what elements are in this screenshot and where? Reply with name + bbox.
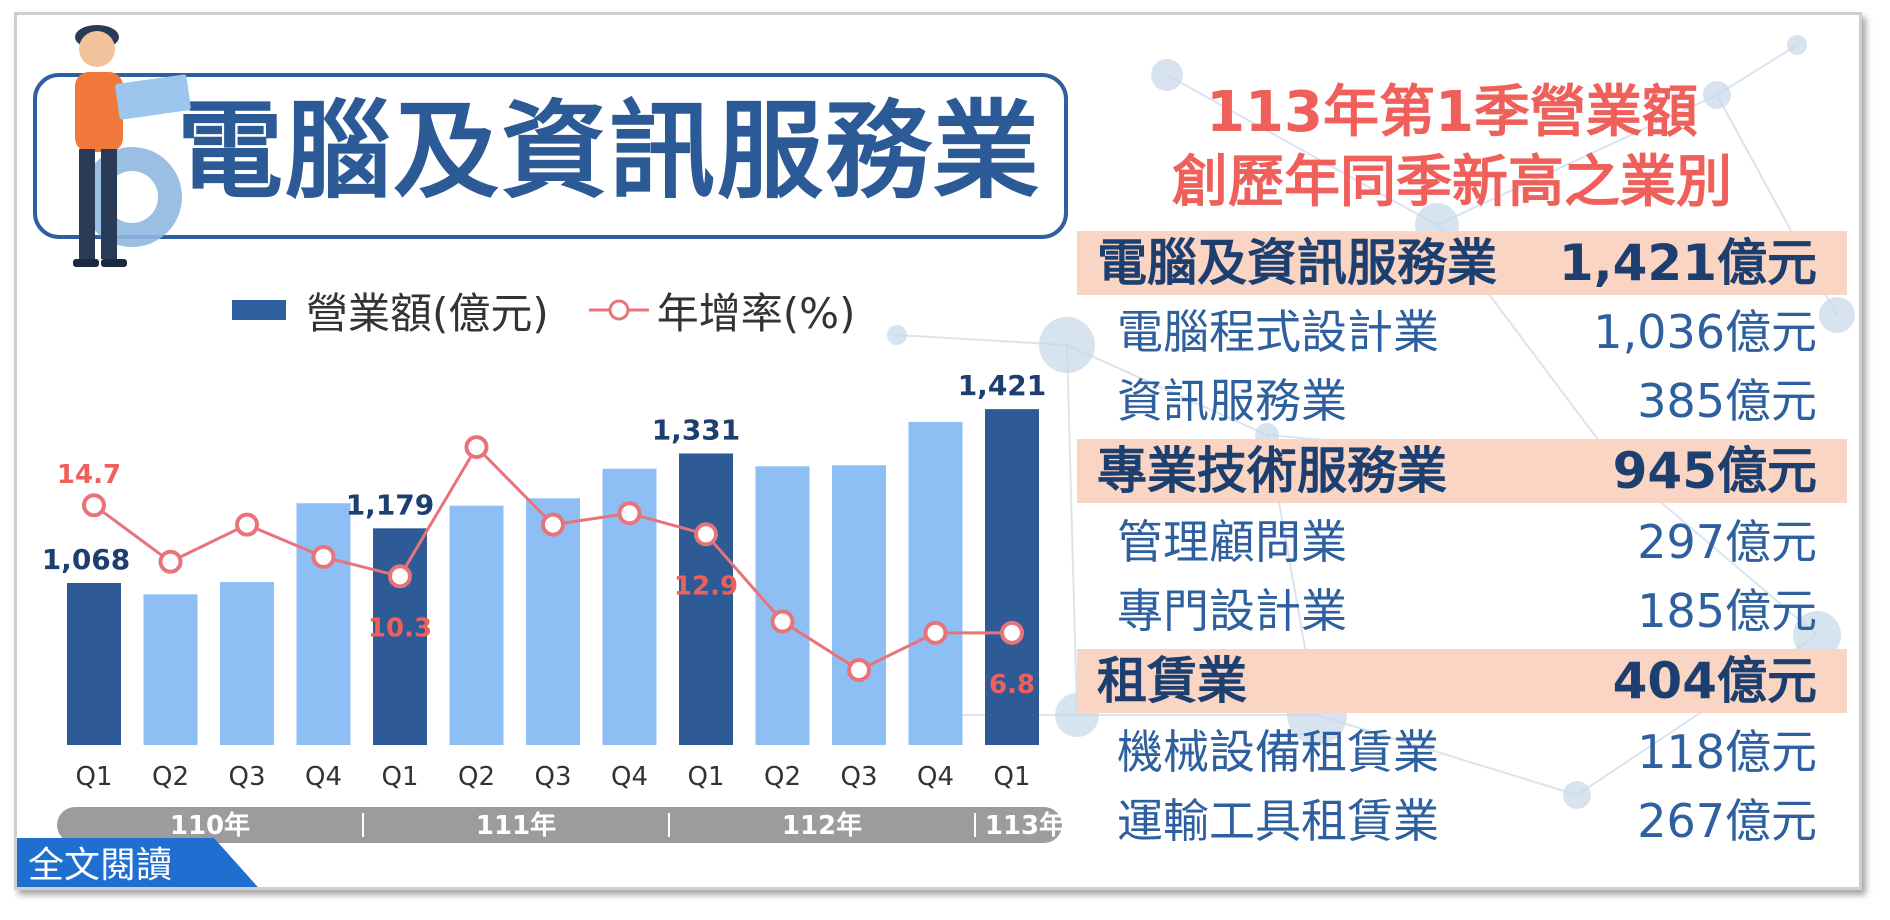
year-band	[57, 807, 1062, 843]
industry-revenue: 297億元	[1637, 515, 1817, 569]
year-label: 110年	[170, 810, 250, 841]
industry-revenue: 185億元	[1637, 584, 1817, 638]
revenue-bar	[220, 582, 274, 745]
growth-rate-point	[617, 501, 642, 526]
year-label: 111年	[476, 810, 556, 841]
title-frame	[33, 73, 1068, 239]
revenue-data-label: 1,068	[42, 543, 131, 576]
quarter-tick-label: Q2	[458, 762, 495, 792]
industry-revenue: 1,421億元	[1558, 234, 1817, 292]
quarter-tick-label: Q4	[611, 762, 648, 792]
industry-row-major: 電腦及資訊服務業 1,421億元	[1077, 231, 1847, 295]
revenue-bar	[67, 583, 121, 745]
industry-name: 電腦程式設計業	[1117, 305, 1439, 359]
legend-bar-swatch	[232, 300, 286, 320]
quarter-tick-label: Q1	[687, 762, 724, 792]
industry-row-major: 專業技術服務業 945億元	[1077, 439, 1847, 503]
revenue-data-label: 1,331	[652, 413, 741, 446]
quarter-tick-label: Q1	[381, 762, 418, 792]
growth-rate-point	[541, 512, 565, 537]
industry-name: 機械設備租賃業	[1117, 725, 1439, 779]
industry-revenue: 267億元	[1637, 794, 1817, 848]
revenue-bar	[679, 453, 733, 745]
legend-bar-label: 營業額(億元)	[306, 288, 549, 338]
summary-title-line1: 113年第1季營業額	[1206, 80, 1698, 145]
revenue-bar	[143, 594, 198, 745]
growth-rate-point	[923, 620, 948, 645]
industry-name: 租賃業	[1097, 652, 1247, 710]
revenue-bar	[908, 421, 963, 745]
revenue-bar	[526, 498, 580, 745]
legend-line-label: 年增率(%)	[656, 288, 856, 338]
growth-rate-point	[1000, 620, 1024, 645]
growth-rate-point	[770, 609, 795, 634]
industry-row-sub: 資訊服務業 385億元	[1077, 369, 1847, 433]
industry-revenue: 404億元	[1612, 652, 1817, 710]
industry-revenue: 1,036億元	[1593, 305, 1817, 359]
industry-revenue: 118億元	[1637, 725, 1817, 779]
revenue-bar	[832, 465, 886, 745]
growth-rate-data-label: 14.7	[57, 460, 121, 490]
growth-rate-point	[82, 493, 106, 518]
quarter-tick-label: Q3	[534, 762, 571, 792]
growth-rate-data-label: 12.9	[674, 571, 738, 601]
page-title: 電腦及資訊服務業	[177, 90, 1041, 213]
quarter-tick-label: Q2	[764, 762, 801, 792]
growth-rate-point	[694, 522, 718, 547]
quarter-tick-label: Q4	[305, 762, 342, 792]
person-with-laptop-illustration	[73, 25, 191, 267]
growth-rate-point	[311, 544, 336, 569]
industry-row-sub: 管理顧問業 297億元	[1077, 510, 1847, 574]
growth-rate-data-label: 10.3	[368, 613, 432, 643]
industry-revenue: 385億元	[1637, 374, 1817, 428]
quarter-tick-label: Q1	[75, 762, 112, 792]
growth-rate-point	[464, 435, 489, 460]
industry-name: 專業技術服務業	[1097, 442, 1447, 500]
industry-name: 管理顧問業	[1117, 515, 1347, 569]
industry-row-sub: 機械設備租賃業 118億元	[1077, 720, 1847, 784]
industry-row-sub: 專門設計業 185億元	[1077, 579, 1847, 643]
revenue-data-label: 1,421	[958, 369, 1047, 402]
quarter-tick-label: Q2	[152, 762, 189, 792]
industry-name: 專門設計業	[1117, 584, 1347, 638]
growth-rate-point	[158, 549, 183, 574]
revenue-bar	[296, 503, 351, 745]
industry-row-sub: 運輸工具租賃業 267億元	[1077, 789, 1847, 853]
legend-line-swatch	[588, 299, 649, 321]
revenue-bar	[985, 409, 1039, 745]
industry-name: 電腦及資訊服務業	[1097, 234, 1497, 292]
revenue-data-label: 1,179	[346, 488, 435, 521]
industry-row-major: 租賃業 404億元	[1077, 649, 1847, 713]
industry-revenue: 945億元	[1612, 442, 1817, 500]
industry-row-sub: 電腦程式設計業 1,036億元	[1077, 300, 1847, 364]
quarter-tick-label: Q3	[228, 762, 265, 792]
growth-rate-point	[235, 512, 259, 537]
quarter-tick-label: Q1	[993, 762, 1030, 792]
industry-name: 資訊服務業	[1117, 374, 1347, 428]
growth-rate-data-label: 6.8	[989, 670, 1035, 700]
growth-rate-point	[847, 658, 871, 682]
revenue-bar	[449, 505, 504, 745]
year-label: 113年	[985, 810, 1065, 841]
quarter-tick-label: Q3	[840, 762, 877, 792]
chart-legend: 營業額(億元) 年增率(%)	[232, 285, 855, 338]
read-more-button[interactable]	[14, 838, 264, 890]
summary-title-line2: 創歷年同季新高之業別	[1172, 150, 1732, 215]
industry-name: 運輸工具租賃業	[1117, 794, 1439, 848]
revenue-growth-chart: 1,068 1,179 1,331 1,421 14.7 10.3 12.9 6.8 Q1 Q2 Q…	[42, 369, 1065, 843]
infographic-card: 電腦及資訊服務業 營業額(億元) 年增率(%) 1,068 1,179 1,331 1…	[14, 12, 1862, 890]
growth-rate-point	[388, 564, 412, 589]
year-label: 112年	[782, 810, 862, 841]
revenue-bar	[755, 466, 810, 745]
quarter-tick-label: Q4	[917, 762, 954, 792]
